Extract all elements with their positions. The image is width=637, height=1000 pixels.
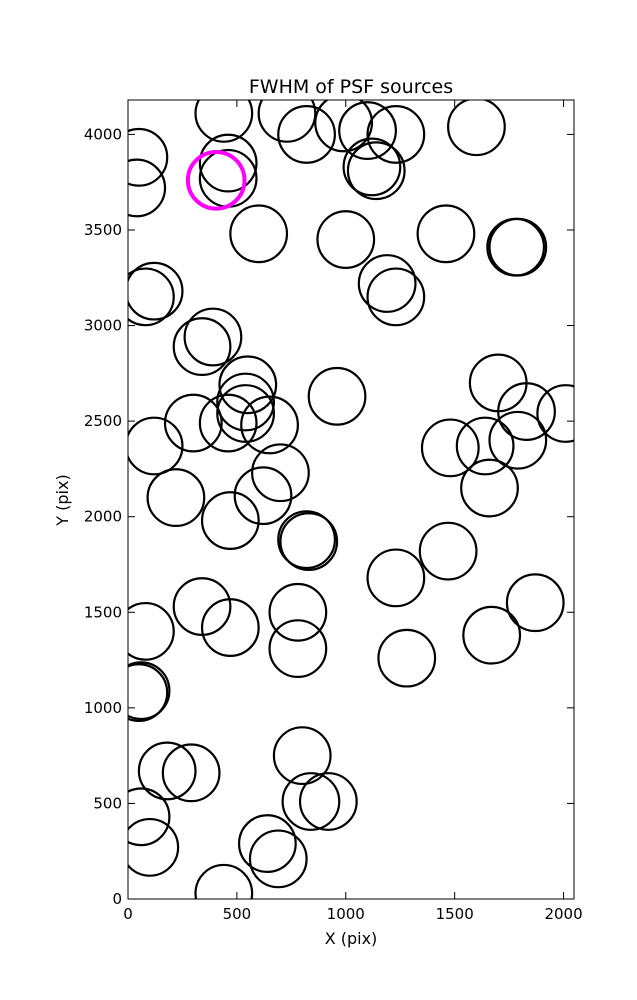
source-circle	[455, 416, 515, 476]
source-circle	[128, 127, 169, 187]
source-circle	[233, 466, 293, 526]
x-tick-label: 1500	[436, 905, 474, 923]
source-circle	[237, 814, 297, 873]
source-circle	[316, 210, 376, 269]
source-circle	[462, 605, 522, 665]
source-circle	[272, 726, 332, 786]
source-circle	[357, 254, 417, 313]
source-circle	[460, 458, 519, 518]
chart-title: FWHM of PSF sources	[249, 76, 453, 98]
source-circle	[161, 743, 221, 803]
source-circle	[536, 384, 574, 443]
x-tick-label: 0	[123, 905, 133, 923]
highlighted-source-circle	[185, 149, 247, 211]
source-circle	[128, 267, 175, 327]
source-circle	[268, 582, 328, 642]
source-circle	[163, 393, 223, 453]
source-circle	[198, 133, 258, 193]
source-circle	[198, 393, 258, 453]
source-circle	[240, 395, 299, 455]
source-circle	[447, 100, 506, 157]
source-circle	[229, 204, 289, 264]
marker-group	[128, 100, 574, 899]
y-tick-label: 1500	[84, 603, 122, 621]
x-axis-label: X (pix)	[325, 929, 378, 948]
source-circle	[366, 548, 426, 608]
y-tick-label: 2000	[84, 508, 122, 526]
source-circle	[488, 410, 548, 470]
source-circle	[418, 521, 478, 581]
axes: 0 500 1000 1500 2000 0 500 1000 1500 2000 2500 3000…	[84, 99, 583, 923]
source-circle	[200, 491, 260, 550]
source-circle	[268, 619, 328, 679]
source-circle	[128, 663, 169, 722]
source-circle	[279, 512, 339, 571]
source-circle	[420, 418, 480, 478]
source-circle	[172, 317, 232, 376]
source-circle	[216, 372, 276, 432]
source-circle	[251, 443, 310, 503]
source-circle	[128, 817, 180, 877]
source-circle	[416, 204, 476, 264]
source-circle	[128, 416, 184, 476]
source-circle	[128, 601, 175, 661]
source-circle	[281, 772, 341, 831]
source-circle	[128, 158, 167, 218]
source-circle	[497, 382, 556, 441]
source-circle	[277, 510, 336, 570]
source-circle	[257, 100, 317, 143]
source-circle	[505, 573, 565, 633]
x-tick-label: 500	[223, 905, 252, 923]
source-circle	[218, 355, 278, 415]
source-circle	[183, 307, 243, 367]
source-circle	[366, 267, 426, 327]
source-circle	[342, 137, 402, 197]
source-circle	[128, 261, 184, 321]
plot-frame	[127, 99, 575, 900]
source-circle	[488, 217, 548, 277]
y-tick-label: 1000	[84, 699, 122, 717]
source-circle	[314, 100, 374, 153]
source-circle	[137, 741, 197, 801]
source-circle	[248, 829, 308, 889]
y-tick-label: 0	[112, 890, 122, 908]
source-circle	[194, 863, 254, 899]
x-tick-label: 2000	[544, 905, 582, 923]
x-tick-label: 1000	[327, 905, 365, 923]
y-axis-label: Y (pix)	[53, 474, 72, 526]
source-circle	[128, 661, 171, 721]
source-circle	[194, 100, 254, 143]
source-circle	[277, 105, 336, 164]
y-tick-label: 3500	[84, 221, 122, 239]
source-circle	[146, 468, 206, 527]
source-circle	[128, 787, 171, 847]
y-tick-label: 4000	[84, 125, 122, 143]
source-circle	[338, 101, 397, 160]
source-circle	[298, 772, 358, 831]
source-circle	[307, 366, 367, 426]
y-tick-label: 500	[93, 794, 122, 812]
source-circle	[200, 598, 260, 657]
plot-area	[128, 100, 574, 899]
source-circle	[346, 141, 406, 201]
y-tick-label: 2500	[84, 412, 122, 430]
source-circle	[366, 105, 426, 164]
source-circle	[377, 628, 437, 688]
y-tick-label: 3000	[84, 317, 122, 335]
